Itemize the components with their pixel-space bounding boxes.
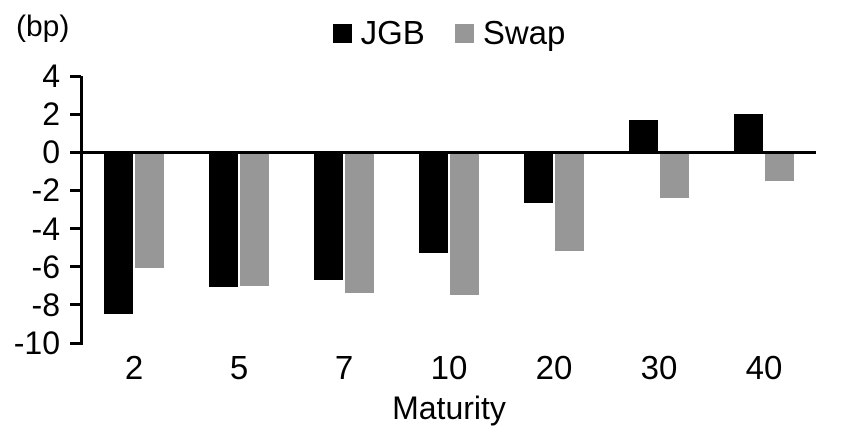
x-tick-label: 30 bbox=[640, 349, 678, 386]
y-axis-line bbox=[80, 76, 83, 345]
x-tick-label: 5 bbox=[229, 349, 249, 386]
y-tick bbox=[70, 227, 81, 230]
y-tick-label: -2 bbox=[31, 172, 60, 208]
legend-label: Swap bbox=[482, 14, 566, 51]
y-tick-label: -8 bbox=[31, 287, 60, 323]
bar-jgb-20 bbox=[524, 152, 553, 203]
zero-line bbox=[80, 151, 816, 154]
x-tick-label: 20 bbox=[535, 349, 573, 386]
y-tick-label: 2 bbox=[42, 96, 60, 132]
legend-item-jgb: JGB bbox=[332, 14, 425, 52]
bar-swap-5 bbox=[240, 152, 269, 286]
y-tick-label: -10 bbox=[13, 325, 60, 361]
y-tick bbox=[70, 189, 81, 192]
y-tick-label: -4 bbox=[31, 211, 60, 247]
legend-swatch-jgb bbox=[332, 23, 352, 43]
bar-jgb-7 bbox=[314, 152, 343, 280]
bar-swap-20 bbox=[555, 152, 584, 251]
y-tick bbox=[70, 113, 81, 116]
x-tick-label: 2 bbox=[124, 349, 144, 386]
bar-jgb-10 bbox=[419, 152, 448, 253]
bar-jgb-5 bbox=[209, 152, 238, 287]
bar-swap-7 bbox=[345, 152, 374, 293]
y-tick bbox=[70, 265, 81, 268]
y-tick bbox=[70, 342, 81, 345]
legend-swatch-swap bbox=[454, 23, 474, 43]
bar-swap-30 bbox=[660, 152, 689, 198]
y-tick-label: 4 bbox=[42, 58, 60, 94]
bar-swap-10 bbox=[450, 152, 479, 295]
chart-legend: JGB Swap bbox=[82, 12, 816, 54]
legend-item-swap: Swap bbox=[454, 14, 566, 52]
x-tick-label: 10 bbox=[430, 349, 468, 386]
bar-swap-40 bbox=[765, 152, 794, 181]
bar-jgb-30 bbox=[629, 120, 658, 152]
bar-swap-2 bbox=[135, 152, 164, 268]
y-tick-label: 0 bbox=[42, 134, 60, 170]
x-tick-label: 7 bbox=[334, 349, 354, 386]
y-tick-label: -6 bbox=[31, 249, 60, 285]
bar-jgb-2 bbox=[104, 152, 133, 314]
y-tick bbox=[70, 75, 81, 78]
bar-jgb-40 bbox=[734, 114, 763, 152]
y-tick bbox=[70, 151, 81, 154]
x-axis-title: Maturity bbox=[392, 390, 506, 426]
y-tick bbox=[70, 303, 81, 306]
x-tick-label: 40 bbox=[745, 349, 783, 386]
y-axis-unit-label: (bp) bbox=[16, 10, 70, 43]
legend-label: JGB bbox=[360, 14, 425, 51]
